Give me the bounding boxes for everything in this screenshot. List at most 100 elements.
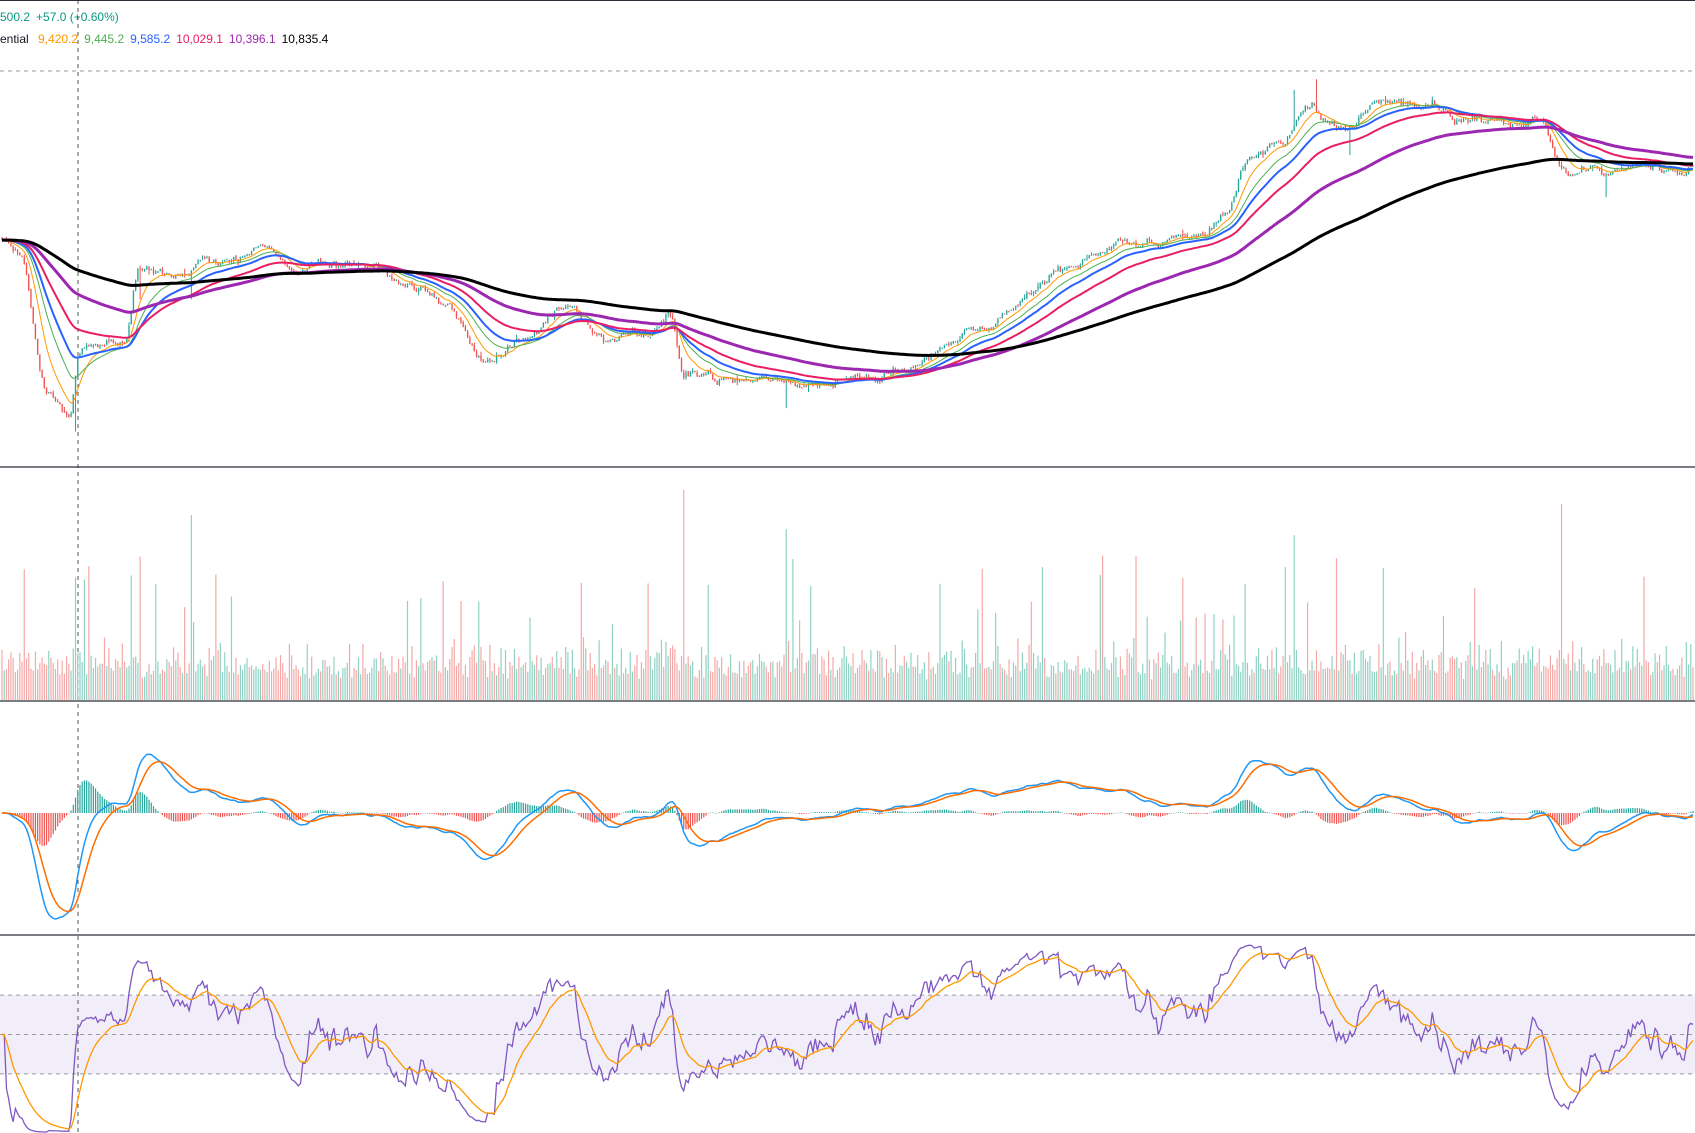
- candle-body: [974, 329, 977, 331]
- macd-histogram-bar: [1208, 812, 1211, 814]
- candle-body: [509, 345, 511, 347]
- candle-body: [687, 371, 689, 377]
- volume-bar: [1282, 655, 1284, 700]
- volume-bar: [440, 672, 442, 700]
- macd-histogram-bar: [890, 811, 892, 813]
- macd-histogram-bar: [1059, 811, 1061, 813]
- candle-body: [261, 244, 264, 246]
- macd-pane[interactable]: [1, 753, 1694, 920]
- macd-histogram-bar: [676, 813, 678, 816]
- volume-bar: [206, 676, 208, 700]
- volume-bar: [1066, 662, 1068, 700]
- candle-body: [32, 307, 34, 324]
- macd-histogram-bar: [302, 813, 304, 818]
- macd-histogram-bar: [97, 791, 99, 813]
- candle-body: [224, 260, 226, 262]
- macd-histogram-bar: [1398, 813, 1400, 814]
- macd-histogram-bar: [524, 803, 527, 813]
- macd-histogram-bar: [52, 813, 54, 835]
- volume-bar: [1344, 644, 1347, 700]
- candle-body: [792, 382, 794, 384]
- macd-histogram-bar: [567, 809, 569, 813]
- candle-body: [1627, 165, 1630, 169]
- macd-histogram-bar: [1601, 808, 1603, 813]
- volume-bar: [433, 660, 435, 700]
- macd-histogram-bar: [629, 810, 631, 813]
- volume-bar: [1322, 668, 1324, 700]
- candle-body: [1329, 123, 1331, 125]
- volume-bar: [520, 667, 522, 700]
- macd-histogram-bar: [1598, 807, 1601, 813]
- volume-bar: [1061, 672, 1064, 700]
- candle-body: [1101, 252, 1104, 254]
- candle-body: [1269, 143, 1271, 148]
- candle-body: [890, 373, 892, 375]
- candle-body: [157, 271, 159, 273]
- macd-histogram-bar: [255, 811, 257, 813]
- macd-histogram-bar: [1494, 811, 1496, 813]
- macd-histogram-bar: [810, 812, 812, 813]
- macd-histogram-bar: [602, 813, 605, 822]
- volume-bar: [351, 677, 353, 700]
- macd-histogram-bar: [1164, 813, 1166, 816]
- macd-histogram-bar: [1442, 813, 1445, 816]
- macd-histogram-bar: [1516, 813, 1518, 814]
- volume-bar: [1601, 666, 1603, 700]
- candle-body: [1380, 100, 1382, 103]
- volume-bar: [573, 668, 576, 700]
- candle-body: [667, 312, 669, 314]
- volume-bar: [1572, 641, 1574, 700]
- volume-bar: [302, 667, 304, 700]
- candle-body: [23, 256, 25, 264]
- volume-bar: [235, 657, 237, 700]
- volume-bar: [812, 653, 814, 700]
- ema-legend: ential 9,420.2 9,445.2 9,585.2 10,029.1 10,3…: [0, 32, 334, 46]
- macd-histogram-bar: [342, 813, 344, 814]
- macd-histogram-bar: [83, 780, 86, 813]
- candle-body: [155, 271, 157, 274]
- price-pane[interactable]: [1, 79, 1694, 432]
- volume-bar: [1545, 666, 1547, 700]
- macd-histogram-bar: [707, 813, 709, 814]
- macd-histogram-bar: [921, 811, 923, 813]
- volume-bar: [199, 659, 201, 700]
- volume-bar: [511, 665, 513, 700]
- macd-histogram-bar: [262, 811, 264, 813]
- volume-bar: [578, 669, 580, 700]
- candle-body: [88, 345, 90, 347]
- volume-bar: [57, 659, 59, 700]
- macd-histogram-bar: [1101, 813, 1104, 815]
- macd-histogram-bar: [576, 813, 578, 814]
- macd-histogram-bar: [763, 808, 765, 813]
- volume-bar: [582, 637, 585, 700]
- macd-histogram-bar: [315, 810, 317, 813]
- candle-body: [1531, 116, 1534, 121]
- candle-body: [1367, 110, 1369, 113]
- candle-body: [1108, 248, 1110, 250]
- volume-bar: [1064, 660, 1066, 700]
- candle-body: [77, 356, 79, 376]
- candle-body: [1179, 235, 1182, 237]
- macd-histogram-bar: [770, 810, 772, 813]
- volume-bar: [366, 673, 368, 700]
- macd-histogram-bar: [360, 812, 362, 813]
- volume-bar: [1491, 669, 1494, 700]
- macd-histogram-bar: [727, 809, 729, 813]
- rsi-pane[interactable]: [0, 944, 1695, 1133]
- candle-body: [1578, 172, 1581, 174]
- volume-bar: [1309, 670, 1311, 700]
- volume-bar: [391, 655, 393, 700]
- candle-body: [25, 263, 28, 275]
- candle-body: [94, 343, 97, 346]
- macd-histogram-bar: [868, 812, 870, 814]
- volume-bar: [892, 672, 894, 700]
- candle-body: [1059, 266, 1061, 272]
- volume-bar: [839, 667, 841, 700]
- macd-histogram-bar: [1148, 813, 1150, 816]
- macd-histogram-bar: [1280, 813, 1282, 817]
- candle-body: [752, 380, 754, 382]
- volume-pane[interactable]: [1, 490, 1694, 700]
- volume-bar: [1300, 669, 1302, 700]
- candle-body: [801, 387, 803, 389]
